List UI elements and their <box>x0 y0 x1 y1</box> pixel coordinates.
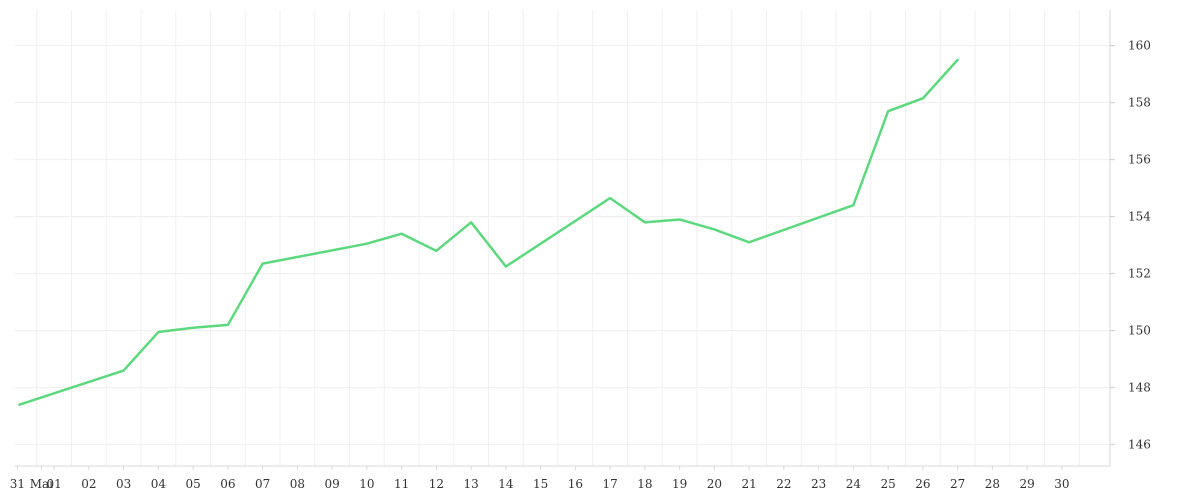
x-tick-label: 10 <box>359 477 374 491</box>
x-tick-label: 13 <box>463 477 478 491</box>
x-tick-label: 21 <box>741 477 756 491</box>
x-tick-label: 26 <box>915 477 930 491</box>
x-tick-label: 15 <box>533 477 548 491</box>
x-tick-label: 08 <box>290 477 305 491</box>
series-layer <box>18 58 959 406</box>
y-tick-label: 160 <box>1128 39 1151 53</box>
series-line <box>18 58 959 406</box>
y-tick-label: 154 <box>1128 210 1151 224</box>
x-tick-label: 06 <box>220 477 235 491</box>
x-tick-label: 17 <box>602 477 617 491</box>
x-tick-label: 16 <box>568 477 583 491</box>
x-tick-label: 24 <box>846 477 862 491</box>
x-tick-label: 30 <box>1054 477 1069 491</box>
x-tick-label: 29 <box>1019 477 1034 491</box>
x-tick-label: Mai <box>30 477 53 491</box>
x-tick-label: 31 <box>10 477 25 491</box>
x-tick-label: 23 <box>811 477 826 491</box>
y-tick-label: 158 <box>1128 96 1151 110</box>
y-tick-label: 148 <box>1128 381 1151 395</box>
x-tick-label: 02 <box>81 477 96 491</box>
y-axis-ticks: 146 148 150 152 154 156 158 160 <box>1110 39 1151 452</box>
x-tick-label: 18 <box>637 477 652 491</box>
y-tick-label: 152 <box>1128 267 1151 281</box>
grid-lines <box>15 10 1110 466</box>
x-tick-label: 27 <box>950 477 965 491</box>
x-tick-label: 11 <box>394 477 409 491</box>
y-tick-label: 146 <box>1128 438 1151 452</box>
x-tick-label: 14 <box>498 477 514 491</box>
y-tick-label: 156 <box>1128 153 1151 167</box>
x-tick-label: 28 <box>985 477 1000 491</box>
y-tick-label: 150 <box>1128 324 1151 338</box>
axes <box>15 10 1111 467</box>
x-tick-label: 22 <box>776 477 791 491</box>
x-tick-label: 03 <box>116 477 131 491</box>
x-tick-label: 07 <box>255 477 270 491</box>
x-tick-label: 12 <box>429 477 444 491</box>
x-tick-label: 01 <box>46 477 61 491</box>
x-tick-label: 20 <box>707 477 722 491</box>
x-tick-label: 25 <box>880 477 895 491</box>
x-tick-label: 09 <box>324 477 339 491</box>
x-tick-label: 04 <box>151 477 167 491</box>
x-tick-label: 19 <box>672 477 687 491</box>
x-tick-label: 05 <box>185 477 200 491</box>
